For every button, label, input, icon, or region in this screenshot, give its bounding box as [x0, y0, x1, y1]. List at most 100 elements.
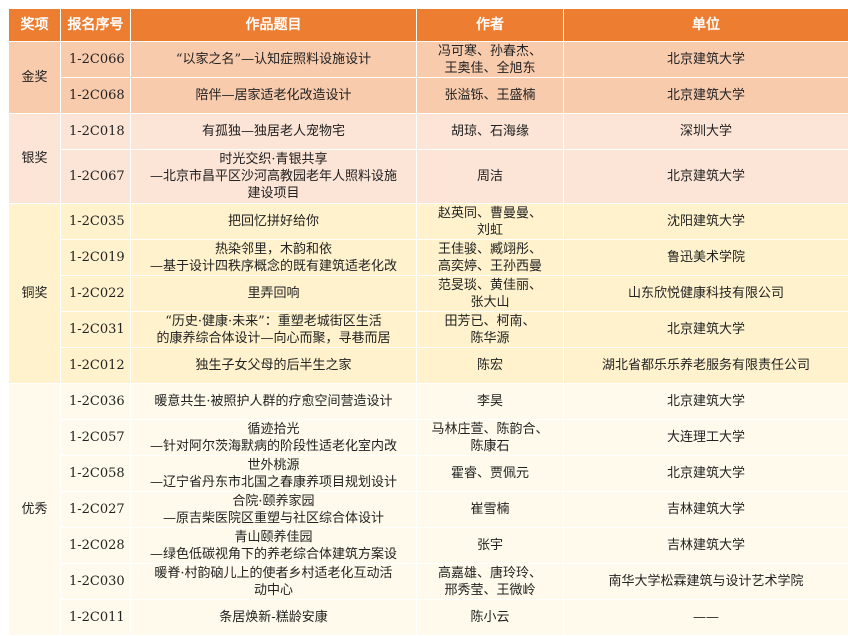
text-line: 范旻琰、黄佳丽、 — [437, 277, 542, 293]
text-line: 的康养综合体设计—向心而聚，寻巷而居 — [156, 330, 391, 346]
table-row: 铜奖 1-2C035 把回忆拼好给你 赵英同、曹曼曼、 刘虹 沈阳建筑大学 — [8, 203, 848, 384]
title-cell: 暖脊·村韵硇儿上的使者乡村适老化互动活 动中心 — [130, 563, 417, 600]
award-cell: 银奖 — [8, 113, 61, 204]
table-row: 1-2C012 独生子女父母的后半生之家 陈宏 湖北省都乐乐养老服务有限责任公司 — [8, 347, 848, 384]
table-row: 1-2C011 条居焕新-糕龄安康 陈小云 —— — [8, 599, 848, 636]
title-cell: 热染邻里，木韵和依 —基于设计四秩序概念的既有建筑适老化改 — [130, 239, 417, 276]
title-cell: 陪伴—居家适老化改造设计 — [130, 77, 417, 114]
text-line: 冯可寒、孙春杰、 — [437, 43, 542, 59]
authors-cell: 陈宏 — [416, 347, 564, 384]
unit-cell: 北京建筑大学 — [563, 149, 848, 204]
text-line: —基于设计四秩序概念的既有建筑适老化改 — [149, 258, 397, 274]
authors-cell: 高嘉雄、唐玲玲、 邢秀莹、王微岭 — [416, 563, 564, 600]
text-line: —绿色低碳视角下的养老综合体建筑方案设 — [149, 546, 397, 562]
reg-no-cell: 1-2C068 — [60, 77, 131, 114]
text-line: 暖脊·村韵硇儿上的使者乡村适老化互动活 — [154, 565, 393, 581]
text-line: 条居焕新-糕龄安康 — [219, 610, 328, 625]
text-line: 时光交织·青银共享 — [219, 152, 328, 167]
text-line: 崔雪楠 — [470, 502, 510, 517]
table-row: 优秀 1-2C036 暖意共生·被照护人群的疗愈空间营造设计 李昊北京建筑大学 — [8, 383, 848, 636]
unit-cell: —— — [563, 599, 848, 636]
text-line: 青山颐养佳园 — [234, 529, 313, 545]
table-row: 1-2C068 陪伴—居家适老化改造设计 张溢铄、王盛楠 北京建筑大学 — [8, 77, 848, 114]
unit-cell: 大连理工大学 — [563, 419, 848, 456]
reg-no-cell: 1-2C066 — [60, 41, 131, 78]
title-cell: 循迹拾光 —针对阿尔茨海默病的阶段性适老化室内改 — [130, 419, 417, 456]
text-line: 邢秀莹、王微岭 — [444, 582, 536, 598]
reg-no-cell: 1-2C022 — [60, 275, 131, 312]
authors-cell: 范旻琰、黄佳丽、 张大山 — [416, 275, 564, 312]
table-row: 1-2C022 里弄回响 范旻琰、黄佳丽、 张大山 山东欣悦健康科技有限公司 — [8, 275, 848, 312]
title-cell: 有孤独—独居老人宠物宅 — [130, 113, 417, 150]
authors-cell: 赵英同、曹曼曼、 刘虹 — [416, 203, 564, 240]
unit-cell: 吉林建筑大学 — [563, 491, 848, 528]
text-line: 张宇 — [476, 538, 503, 553]
text-line: 陪伴—居家适老化改造设计 — [195, 88, 352, 103]
reg-no-cell: 1-2C058 — [60, 455, 131, 492]
text-line: 暖意共生·被照护人群的疗愈空间营造设计 — [154, 394, 393, 409]
reg-no-cell: 1-2C035 — [60, 203, 131, 240]
award-cell: 优秀 — [8, 383, 61, 636]
authors-cell: 霍睿、贾佩元 — [416, 455, 564, 492]
unit-cell: 深圳大学 — [563, 113, 848, 150]
authors-cell: 崔雪楠 — [416, 491, 564, 528]
title-cell: 时光交织·青银共享 —北京市昌平区沙河高教园老年人照料设施 建设项目 — [130, 149, 417, 204]
title-cell: “以家之名”—认知症照料设施设计 — [130, 41, 417, 78]
unit-cell: 沈阳建筑大学 — [563, 203, 848, 240]
text-line: 把回忆拼好给你 — [227, 214, 319, 229]
authors-cell: 王佳骏、臧翊彤、 高奕婷、王孙西曼 — [416, 239, 564, 276]
authors-cell: 张溢铄、王盛楠 — [416, 77, 564, 114]
reg-no-cell: 1-2C019 — [60, 239, 131, 276]
text-line: 刘虹 — [476, 222, 503, 238]
text-line: 循迹拾光 — [247, 421, 300, 437]
text-line: 陈华源 — [470, 330, 510, 346]
table-row: 1-2C067 时光交织·青银共享 —北京市昌平区沙河高教园老年人照料设施 建设项目 周… — [8, 149, 848, 204]
text-line: 高嘉雄、唐玲玲、 — [437, 565, 542, 581]
title-cell: “历史·健康·未来”：重塑老城街区生活 的康养综合体设计—向心而聚，寻巷而居 — [130, 311, 417, 348]
authors-cell: 马林庄萱、陈韵合、 陈康石 — [416, 419, 564, 456]
reg-no-cell: 1-2C011 — [60, 599, 131, 636]
awards-table: 奖项 报名序号 作品题目 作者 单位 金奖 1-2C066 “以家之名”—认知症照料… — [8, 8, 848, 636]
table-row: 1-2C058 世外桃源 —辽宁省丹东市北国之春康养项目规划设计 霍睿、贾佩元 北京建筑… — [8, 455, 848, 492]
title-cell: 里弄回响 — [130, 275, 417, 312]
text-line: 张大山 — [470, 294, 510, 310]
title-cell: 独生子女父母的后半生之家 — [130, 347, 417, 384]
reg-no-cell: 1-2C036 — [60, 383, 131, 420]
authors-cell: 冯可寒、孙春杰、 王奥佳、全旭东 — [416, 41, 564, 78]
table-row: 1-2C057 循迹拾光 —针对阿尔茨海默病的阶段性适老化室内改 马林庄萱、陈韵合、陈… — [8, 419, 848, 456]
unit-cell: 北京建筑大学 — [563, 41, 848, 78]
header-unit: 单位 — [563, 8, 848, 42]
text-line: “以家之名”—认知症照料设施设计 — [175, 52, 372, 67]
unit-cell: 北京建筑大学 — [563, 77, 848, 114]
reg-no-cell: 1-2C030 — [60, 563, 131, 600]
unit-cell: 北京建筑大学 — [563, 311, 848, 348]
authors-cell: 胡琼、石海缘 — [416, 113, 564, 150]
header-title: 作品题目 — [130, 8, 417, 42]
unit-cell: 北京建筑大学 — [563, 455, 848, 492]
text-line: 陈康石 — [470, 438, 510, 454]
title-cell: 把回忆拼好给你 — [130, 203, 417, 240]
authors-cell: 李昊 — [416, 383, 564, 420]
text-line: 张溢铄、王盛楠 — [444, 88, 536, 103]
reg-no-cell: 1-2C012 — [60, 347, 131, 384]
authors-cell: 田芳已、柯南、 陈华源 — [416, 311, 564, 348]
text-line: 马林庄萱、陈韵合、 — [431, 421, 549, 437]
text-line: 胡琼、石海缘 — [450, 124, 529, 139]
unit-cell: 湖北省都乐乐养老服务有限责任公司 — [563, 347, 848, 384]
text-line: “历史·健康·未来”：重塑老城街区生活 — [165, 313, 382, 329]
award-cell: 金奖 — [8, 41, 61, 114]
table-header-row: 奖项 报名序号 作品题目 作者 单位 — [8, 8, 848, 42]
table-row: 1-2C030 暖脊·村韵硇儿上的使者乡村适老化互动活 动中心 高嘉雄、唐玲玲、 邢秀莹… — [8, 563, 848, 600]
table-row: 银奖 1-2C018 有孤独—独居老人宠物宅 胡琼、石海缘 深圳大学 — [8, 113, 848, 204]
text-line: 建设项目 — [247, 186, 300, 201]
text-line: 周洁 — [476, 169, 503, 184]
unit-cell: 吉林建筑大学 — [563, 527, 848, 564]
table-row: 1-2C027 合院·颐养家园 —原吉柴医院区重塑与社区综合体设计 崔雪楠 吉林建筑大学 — [8, 491, 848, 528]
text-line: 里弄回响 — [247, 286, 300, 301]
unit-cell: 南华大学松霖建筑与设计艺术学院 — [563, 563, 848, 600]
text-line: 高奕婷、王孙西曼 — [437, 258, 542, 274]
text-line: 热染邻里，木韵和依 — [214, 241, 332, 257]
text-line: 赵英同、曹曼曼、 — [437, 205, 542, 221]
table-row: 1-2C028 青山颐养佳园 —绿色低碳视角下的养老综合体建筑方案设 张宇 吉林建筑大学 — [8, 527, 848, 564]
table-row: 1-2C019 热染邻里，木韵和依 —基于设计四秩序概念的既有建筑适老化改 王佳骏、臧… — [8, 239, 848, 276]
